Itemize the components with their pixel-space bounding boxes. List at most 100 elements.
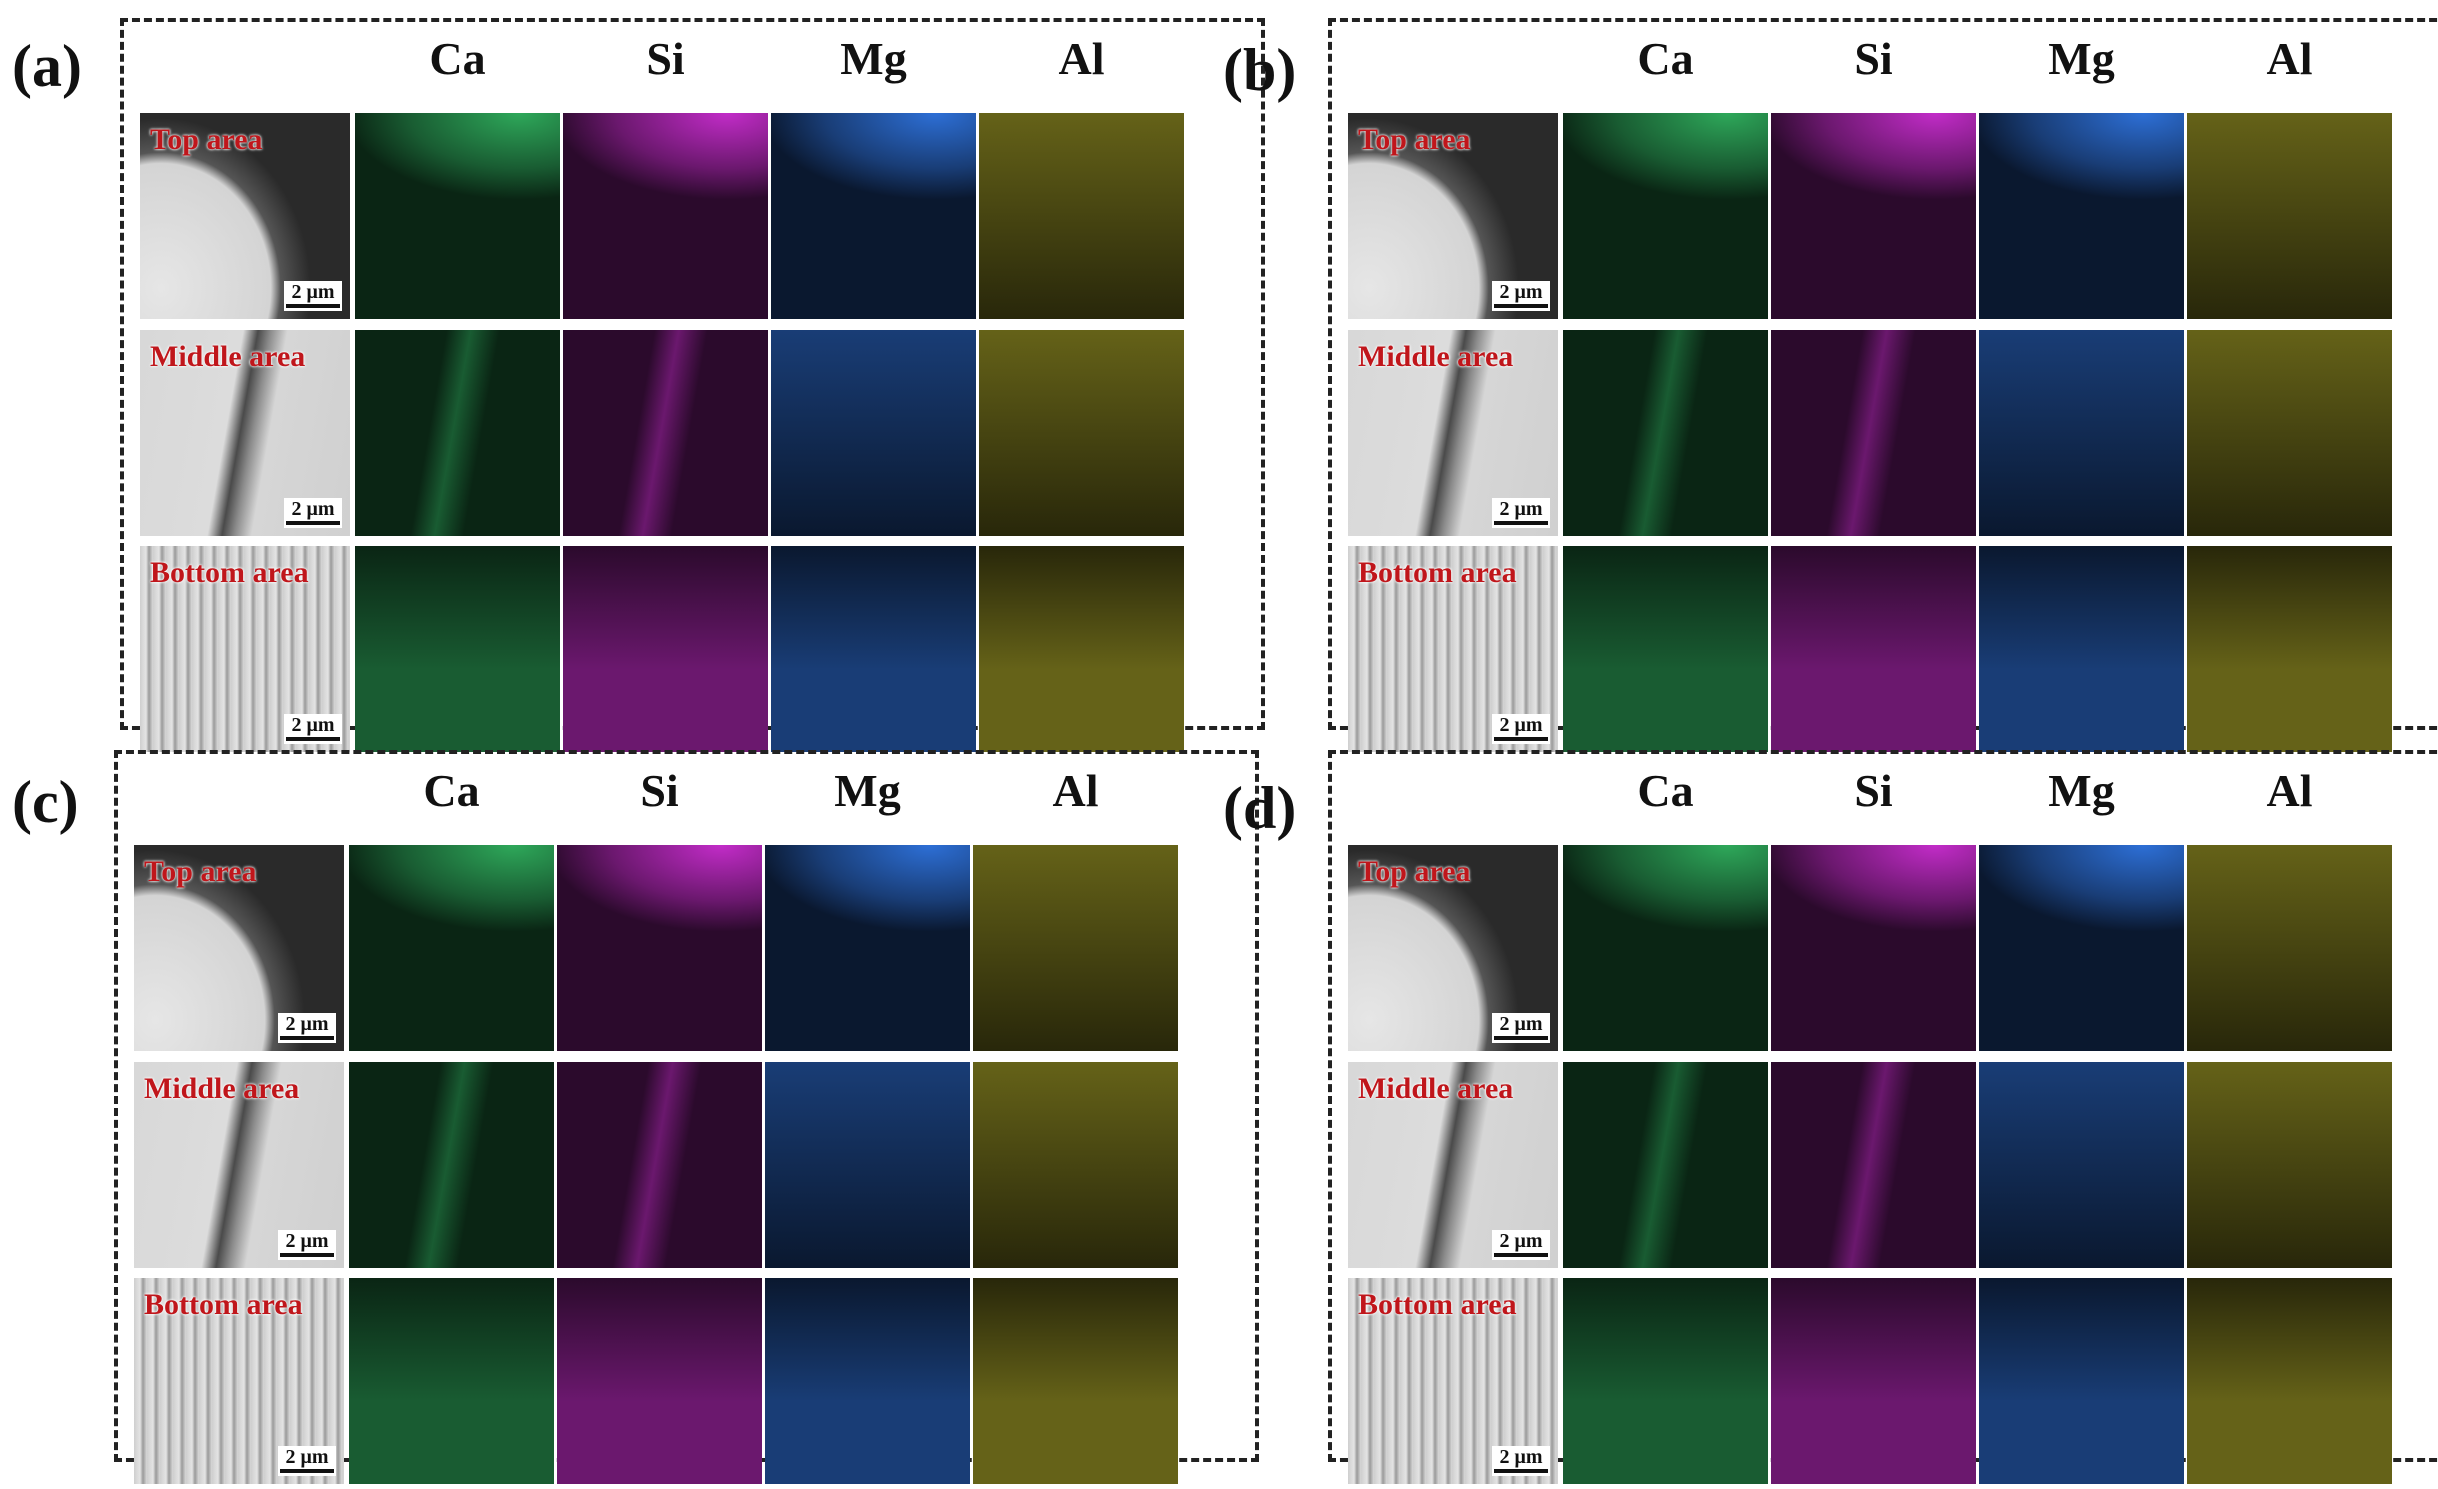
scale-bar-line (1494, 1469, 1548, 1473)
map-si (1771, 113, 1976, 319)
map-mg (765, 1278, 970, 1484)
panel-letter: (d) (1223, 775, 1297, 841)
col-header-ca: Ca (1637, 33, 1694, 84)
sem-image: Top area 2 μm (134, 845, 344, 1051)
map-mg (1979, 845, 2184, 1051)
scale-bar-label: 2 μm (291, 498, 335, 520)
map-si (557, 1278, 762, 1484)
map-mg (771, 546, 976, 752)
map-si (1771, 546, 1976, 752)
col-header-al: Al (2266, 765, 2313, 816)
col-header-al: Al (2266, 33, 2313, 84)
sem-image: Top area 2 μm (140, 113, 350, 319)
map-ca (1563, 113, 1768, 319)
area-label: Bottom area (1358, 1288, 1517, 1321)
map-ca (1563, 546, 1768, 752)
row-middle-area: Middle area 2 μm (1348, 330, 2438, 536)
map-mg (1979, 113, 2184, 319)
scale-bar-line (286, 304, 340, 308)
area-label: Bottom area (1358, 556, 1517, 589)
map-al (2187, 1278, 2392, 1484)
sem-image: Bottom area 2 μm (140, 546, 350, 752)
sem-image: Middle area 2 μm (140, 330, 350, 536)
map-ca (355, 113, 560, 319)
scale-bar-line (280, 1469, 334, 1473)
sem-image: Bottom area 2 μm (134, 1278, 344, 1484)
sem-image: Top area 2 μm (1348, 845, 1558, 1051)
scale-bar-label: 2 μm (285, 1013, 329, 1035)
row-bottom-area: Bottom area 2 μm (134, 1278, 1244, 1484)
area-label: Middle area (150, 340, 306, 373)
map-al (2187, 845, 2392, 1051)
row-top-area: Top area 2 μm (1348, 845, 2438, 1051)
col-header-si: Si (640, 765, 679, 816)
row-top-area: Top area 2 μm (134, 845, 1244, 1051)
scale-bar: 2 μm (1492, 1013, 1550, 1043)
map-si (557, 845, 762, 1051)
scale-bar: 2 μm (1492, 1446, 1550, 1476)
map-ca (1563, 1278, 1768, 1484)
col-header-ca: Ca (423, 765, 480, 816)
scale-bar-label: 2 μm (1499, 281, 1543, 303)
scale-bar: 2 μm (1492, 1230, 1550, 1260)
row-top-area: Top area 2 μm (1348, 113, 2438, 319)
area-label: Bottom area (144, 1288, 303, 1321)
col-header-ca: Ca (429, 33, 486, 84)
map-si (1771, 1062, 1976, 1268)
panel-c: (c) Ca Si Mg Al Top area 2 μm Middle area 2… (12, 750, 1259, 1484)
row-top-area: Top area 2 μm (140, 113, 1250, 319)
panel-b: (b) Ca Si Mg Al Top area 2 μm Middle area 2… (1223, 18, 2438, 752)
map-ca (349, 1062, 554, 1268)
scale-bar-label: 2 μm (285, 1446, 329, 1468)
col-header-si: Si (1854, 765, 1893, 816)
row-middle-area: Middle area 2 μm (140, 330, 1250, 536)
area-label: Top area (1358, 855, 1471, 888)
scale-bar-label: 2 μm (285, 1230, 329, 1252)
col-header-si: Si (1854, 33, 1893, 84)
map-mg (765, 1062, 970, 1268)
area-label: Middle area (1358, 340, 1514, 373)
sem-image: Middle area 2 μm (1348, 330, 1558, 536)
scale-bar-label: 2 μm (1499, 498, 1543, 520)
map-ca (355, 546, 560, 752)
col-header-mg: Mg (834, 765, 901, 816)
area-label: Top area (150, 123, 263, 156)
sem-image: Bottom area 2 μm (1348, 1278, 1558, 1484)
map-al (2187, 1062, 2392, 1268)
col-header-mg: Mg (2048, 33, 2115, 84)
map-al (979, 113, 1184, 319)
area-label: Middle area (144, 1072, 300, 1105)
panel-letter: (b) (1223, 37, 1297, 103)
scale-bar: 2 μm (1492, 281, 1550, 311)
scale-bar: 2 μm (284, 281, 342, 311)
scale-bar: 2 μm (284, 498, 342, 528)
scale-bar: 2 μm (284, 714, 342, 744)
map-si (1771, 330, 1976, 536)
scale-bar-line (1494, 521, 1548, 525)
row-middle-area: Middle area 2 μm (1348, 1062, 2438, 1268)
area-label: Bottom area (150, 556, 309, 589)
scale-bar-line (286, 737, 340, 741)
scale-bar-label: 2 μm (1499, 1013, 1543, 1035)
sem-image: Middle area 2 μm (134, 1062, 344, 1268)
panel-letter: (c) (12, 769, 79, 835)
map-ca (349, 1278, 554, 1484)
panel-a: (a) Ca Si Mg Al Top area 2 μm Middle area 2… (12, 18, 1265, 752)
scale-bar: 2 μm (278, 1013, 336, 1043)
scale-bar: 2 μm (278, 1230, 336, 1260)
col-header-al: Al (1058, 33, 1105, 84)
row-bottom-area: Bottom area 2 μm (1348, 546, 2438, 752)
area-label: Middle area (1358, 1072, 1514, 1105)
scale-bar-line (1494, 1036, 1548, 1040)
map-mg (765, 845, 970, 1051)
row-middle-area: Middle area 2 μm (134, 1062, 1244, 1268)
panel-letter: (a) (12, 33, 82, 99)
map-al (2187, 330, 2392, 536)
scale-bar-line (1494, 1253, 1548, 1257)
map-si (1771, 1278, 1976, 1484)
map-al (979, 330, 1184, 536)
map-ca (1563, 1062, 1768, 1268)
sem-image: Top area 2 μm (1348, 113, 1558, 319)
map-al (973, 1062, 1178, 1268)
